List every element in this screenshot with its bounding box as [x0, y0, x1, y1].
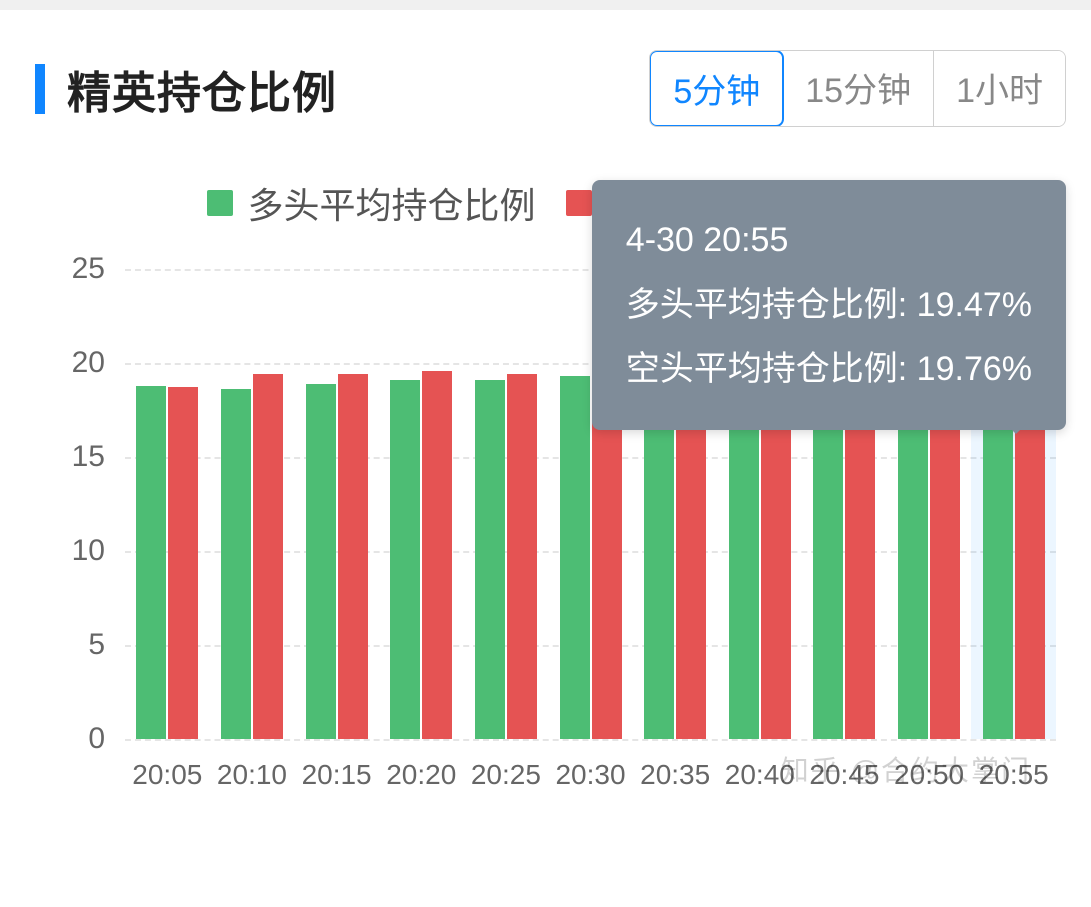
tab-15分钟[interactable]: 15分钟: [783, 51, 934, 126]
x-tick-label: 20:40: [717, 759, 802, 829]
bar-long[interactable]: [306, 384, 336, 739]
x-tick-label: 20:55: [971, 759, 1056, 829]
top-gray-bar: [0, 0, 1091, 10]
legend-swatch: [566, 190, 592, 216]
bar-long[interactable]: [729, 380, 759, 739]
x-tick-label: 20:45: [802, 759, 887, 829]
header: 精英持仓比例 5分钟15分钟1小时: [35, 50, 1066, 127]
tab-5分钟[interactable]: 5分钟: [649, 50, 784, 127]
x-tick-label: 20:15: [294, 759, 379, 829]
page-title: 精英持仓比例: [67, 57, 337, 121]
bar-short[interactable]: [592, 376, 622, 739]
bar-group[interactable]: [379, 269, 464, 739]
y-tick-label: 0: [45, 722, 105, 756]
title-accent-bar: [35, 64, 45, 114]
y-tick-label: 20: [45, 346, 105, 380]
legend-label: 多头平均持仓比例: [247, 177, 535, 229]
tooltip-line: 空头平均持仓比例: 19.76%: [626, 337, 1032, 402]
bar-short[interactable]: [338, 374, 368, 739]
bar-group[interactable]: [125, 269, 210, 739]
title-wrap: 精英持仓比例: [35, 57, 337, 121]
x-tick-label: 20:10: [210, 759, 295, 829]
bar-long[interactable]: [560, 376, 590, 739]
bar-group[interactable]: [294, 269, 379, 739]
y-tick-label: 5: [45, 628, 105, 662]
bar-long[interactable]: [390, 380, 420, 739]
bar-group[interactable]: [210, 269, 295, 739]
bar-short[interactable]: [253, 374, 283, 739]
tooltip-timestamp: 4-30 20:55: [626, 208, 1032, 273]
bar-long[interactable]: [475, 380, 505, 739]
bar-short[interactable]: [168, 387, 198, 739]
legend-swatch: [207, 190, 233, 216]
page-root: 精英持仓比例 5分钟15分钟1小时 多头平均持仓比例空头平均持仓比例 05101…: [0, 10, 1091, 829]
x-tick-label: 20:25: [464, 759, 549, 829]
bar-long[interactable]: [644, 378, 674, 739]
bar-short[interactable]: [845, 376, 875, 739]
x-tick-label: 20:50: [887, 759, 972, 829]
x-tick-label: 20:05: [125, 759, 210, 829]
legend-item[interactable]: 多头平均持仓比例: [207, 177, 535, 229]
x-tick-label: 20:20: [379, 759, 464, 829]
interval-tabs: 5分钟15分钟1小时: [649, 50, 1066, 127]
bar-group[interactable]: [464, 269, 549, 739]
y-tick-label: 10: [45, 534, 105, 568]
x-tick-label: 20:35: [633, 759, 718, 829]
tooltip-line: 多头平均持仓比例: 19.47%: [626, 273, 1032, 338]
tab-1小时[interactable]: 1小时: [934, 51, 1065, 126]
x-axis-labels: 20:0520:1020:1520:2020:2520:3020:3520:40…: [125, 759, 1056, 829]
hover-tooltip: 4-30 20:55多头平均持仓比例: 19.47%空头平均持仓比例: 19.7…: [592, 180, 1066, 430]
gridline: [125, 739, 1056, 741]
bar-short[interactable]: [422, 371, 452, 739]
y-tick-label: 25: [45, 252, 105, 286]
bar-long[interactable]: [221, 389, 251, 739]
x-tick-label: 20:30: [548, 759, 633, 829]
bar-long[interactable]: [136, 386, 166, 739]
y-tick-label: 15: [45, 440, 105, 474]
bar-short[interactable]: [507, 374, 537, 739]
